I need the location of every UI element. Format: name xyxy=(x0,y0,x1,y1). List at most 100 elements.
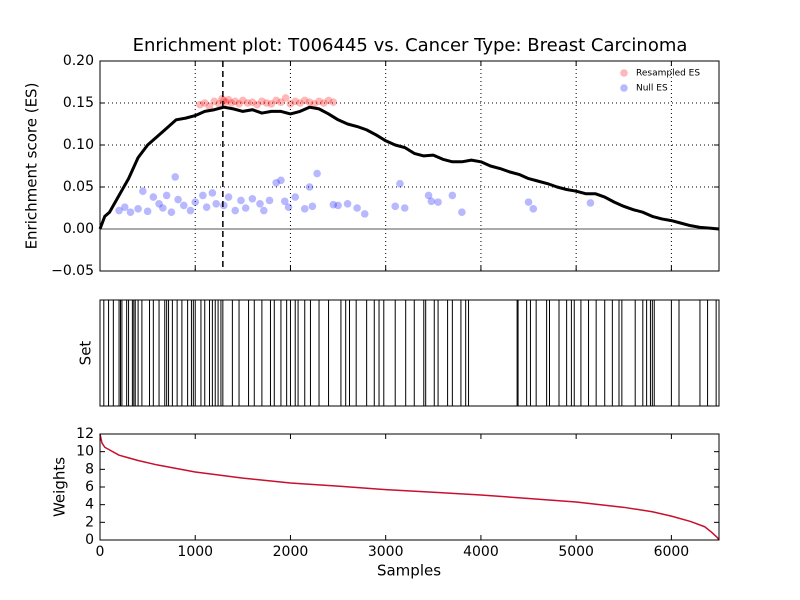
y-tick-label: 0.05 xyxy=(63,179,94,195)
scatter-point xyxy=(215,100,223,108)
scatter-point xyxy=(202,203,211,211)
scatter-point xyxy=(149,193,158,201)
scatter-point xyxy=(305,183,314,191)
y-tick-label: −0.05 xyxy=(51,263,94,279)
line xyxy=(98,105,720,231)
scatter-point xyxy=(529,205,538,213)
x-tick-label: 1000 xyxy=(177,544,213,560)
scatter-point xyxy=(300,96,309,105)
scatter-point xyxy=(305,98,314,106)
scatter-point xyxy=(167,208,176,216)
scatter-point xyxy=(296,99,304,107)
scatter-point xyxy=(180,201,188,210)
plot-frame xyxy=(99,60,720,272)
scatter-point xyxy=(196,100,204,109)
scatter-point xyxy=(171,173,180,181)
scatter-point xyxy=(159,204,167,212)
scatter-point xyxy=(284,203,293,211)
scatter-point xyxy=(300,205,309,213)
x-tick-label: 0 xyxy=(96,544,105,560)
scatter-point xyxy=(586,199,595,207)
scatter-point xyxy=(267,100,276,108)
scatter-point xyxy=(224,95,233,104)
scatter-point xyxy=(272,96,280,105)
scatter-point xyxy=(231,97,240,106)
scatter-point xyxy=(434,198,442,206)
scatter-point xyxy=(199,191,207,200)
scatter-point xyxy=(329,98,338,106)
legend-marker xyxy=(620,84,628,92)
scatter-point xyxy=(212,200,220,208)
scatter-point xyxy=(253,100,261,109)
scatter-point xyxy=(221,98,230,106)
legend-marker xyxy=(620,69,628,77)
x-tick-label: 5000 xyxy=(558,544,594,560)
legend-label: Resampled ES xyxy=(636,69,700,79)
scatter-point xyxy=(239,96,247,105)
scatter-point xyxy=(286,100,295,108)
plot-frame xyxy=(99,299,720,407)
x-tick-label: 3000 xyxy=(368,544,404,560)
y-axis-label: Set xyxy=(77,341,95,366)
scatter-point xyxy=(424,191,433,200)
scatter-point xyxy=(248,98,257,106)
y-tick-label: 0.10 xyxy=(63,137,94,153)
scatter-point xyxy=(291,97,300,106)
scatter-point xyxy=(220,201,228,210)
scatter-point xyxy=(315,97,323,106)
x-tick-label: 2000 xyxy=(273,544,309,560)
scatter-point xyxy=(241,204,250,212)
y-tick-label: 10 xyxy=(76,444,94,460)
scatter-point xyxy=(220,96,228,105)
scatter-point xyxy=(391,202,400,211)
scatter-point xyxy=(162,191,171,200)
scatter-point xyxy=(208,189,217,197)
scatter-point xyxy=(134,205,142,213)
scatter-point xyxy=(524,198,533,206)
scatter-point xyxy=(329,200,338,209)
scatter-point xyxy=(324,96,333,105)
scatter-point xyxy=(448,191,457,200)
scatter-point xyxy=(319,99,328,107)
scatter-point xyxy=(265,196,274,205)
scatter-point xyxy=(224,193,233,201)
scatter-point xyxy=(334,201,342,210)
scatter-point xyxy=(139,187,147,195)
scatter-point xyxy=(262,99,271,107)
y-tick-label: 0 xyxy=(85,532,94,548)
scatter-point xyxy=(205,102,214,111)
scatter-point xyxy=(186,206,195,215)
scatter-point xyxy=(360,210,369,218)
scatter-point xyxy=(310,100,319,108)
scatter-point xyxy=(210,97,219,106)
scatter-point xyxy=(120,203,129,211)
scatter-point xyxy=(231,206,240,215)
scatter-point xyxy=(272,179,280,187)
y-tick-label: 0.00 xyxy=(63,221,94,237)
scatter-point xyxy=(277,98,285,106)
scatter-point xyxy=(174,195,182,204)
scatter-point xyxy=(291,193,300,201)
scatter-point xyxy=(218,95,226,103)
scatter-point xyxy=(191,198,200,206)
scatter-point xyxy=(155,200,163,208)
x-axis-label: Samples xyxy=(377,562,441,580)
plot-frame xyxy=(99,433,720,541)
y-tick-label: 8 xyxy=(85,461,94,477)
scatter-point xyxy=(126,208,135,216)
scatter-point xyxy=(143,207,152,216)
legend-label: Null ES xyxy=(636,84,668,94)
scatter-point xyxy=(427,197,436,206)
scatter-point xyxy=(259,206,268,215)
y-axis-label: Enrichment score (ES) xyxy=(23,83,41,250)
chart-title: Enrichment plot: T006445 vs. Cancer Type… xyxy=(133,35,688,56)
x-tick-label: 4000 xyxy=(463,544,499,560)
scatter-point xyxy=(237,196,245,205)
scatter-point xyxy=(313,169,321,178)
scatter-point xyxy=(308,202,317,211)
scatter-point xyxy=(396,179,404,188)
y-tick-label: 4 xyxy=(85,497,94,513)
y-tick-label: 0.20 xyxy=(63,53,94,69)
scatter-point xyxy=(277,176,285,185)
